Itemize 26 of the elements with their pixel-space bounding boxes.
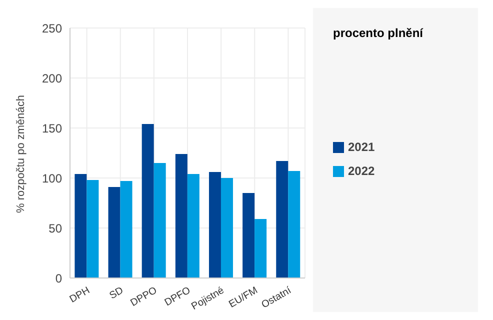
bar [187,174,200,278]
y-tick-label: 50 [48,221,62,236]
y-tick-label: 150 [42,121,62,136]
bar [242,193,255,278]
y-tick-label: 0 [55,271,62,286]
y-tick-label: 100 [42,171,62,186]
bar [120,181,132,278]
bar [142,124,154,278]
legend-label: 2022 [347,164,376,178]
bar [86,180,99,278]
bar [288,171,300,278]
bar [74,174,87,278]
bar [108,187,120,278]
x-tick-label: SD [108,285,126,302]
bar [276,161,288,278]
x-tick-label: DPH [68,285,92,306]
legend-label: 2021 [347,140,376,154]
y-tick-label: 250 [42,21,62,36]
y-tick-label: 200 [42,71,62,86]
y-axis-title: % rozpočtu po změnách [14,94,27,213]
bar [220,178,233,278]
bar [175,154,188,278]
bar [208,172,221,278]
bar [154,163,166,278]
bar [254,219,267,278]
legend-title: procento plnění [333,26,424,40]
